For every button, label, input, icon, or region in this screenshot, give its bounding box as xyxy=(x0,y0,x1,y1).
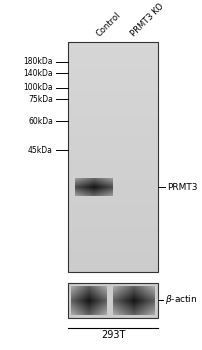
Text: 180kDa: 180kDa xyxy=(23,57,53,66)
Text: 140kDa: 140kDa xyxy=(23,69,53,78)
Text: 60kDa: 60kDa xyxy=(28,117,53,126)
Bar xyxy=(68,283,157,318)
Text: 45kDa: 45kDa xyxy=(28,146,53,155)
Text: PRMT3 KO: PRMT3 KO xyxy=(128,1,164,38)
Text: PRMT3: PRMT3 xyxy=(166,182,197,191)
Text: 100kDa: 100kDa xyxy=(23,84,53,92)
Bar xyxy=(68,42,157,272)
Text: 75kDa: 75kDa xyxy=(28,94,53,104)
Text: 293T: 293T xyxy=(100,330,125,340)
Text: $\beta$-actin: $\beta$-actin xyxy=(164,294,197,307)
Text: Control: Control xyxy=(94,10,122,38)
